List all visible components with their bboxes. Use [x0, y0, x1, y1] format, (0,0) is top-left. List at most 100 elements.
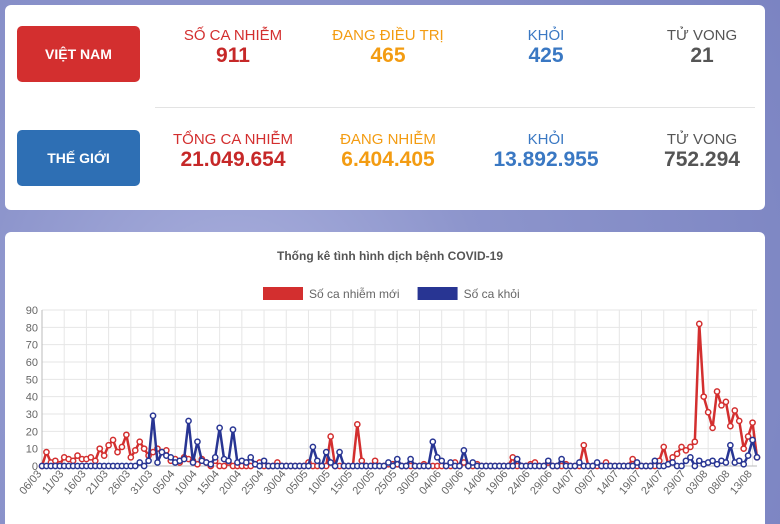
- point: [123, 431, 130, 439]
- point: [669, 459, 676, 466]
- vietnam-button[interactable]: VIỆT NAM: [17, 26, 140, 82]
- point: [735, 417, 743, 425]
- x-tick-label: 15/05: [328, 468, 355, 497]
- point: [722, 398, 730, 406]
- x-tick-label: 30/04: [262, 468, 289, 497]
- point: [540, 462, 548, 470]
- stat-value: 425: [528, 44, 564, 67]
- vietnam-row: SỐ CA NHIỄM 911 ĐANG ĐIỀU TRỊ 465 KHỎI 425 …: [5, 27, 765, 97]
- point: [576, 459, 583, 466]
- point: [682, 457, 690, 465]
- point: [580, 441, 588, 449]
- point: [713, 460, 721, 468]
- divider: [155, 107, 755, 108]
- point: [749, 419, 756, 427]
- x-tick-label: 06/03: [17, 468, 44, 497]
- x-tick-label: 08/08: [706, 468, 733, 497]
- point: [96, 445, 104, 453]
- point: [629, 455, 637, 463]
- x-tick-label: 31/03: [128, 468, 155, 497]
- point: [114, 448, 121, 456]
- x-tick-label: 13/08: [728, 468, 755, 497]
- legend-swatch: [263, 287, 303, 300]
- point: [371, 457, 379, 465]
- point: [700, 393, 708, 401]
- point: [91, 457, 99, 465]
- point: [69, 457, 77, 465]
- stat-label: KHỎI: [527, 27, 565, 44]
- point: [131, 447, 139, 454]
- x-tick-label: 19/07: [617, 468, 644, 497]
- point: [442, 462, 450, 470]
- point: [647, 462, 654, 470]
- point: [691, 438, 699, 446]
- point: [678, 462, 685, 470]
- chart: Thống kê tình hình dịch bệnh COVID-19 01…: [17, 249, 761, 497]
- point: [749, 436, 756, 444]
- point: [313, 457, 321, 465]
- x-tick-label: 03/08: [684, 468, 711, 497]
- point: [327, 433, 335, 440]
- point: [140, 462, 148, 470]
- point: [740, 445, 748, 453]
- point: [74, 452, 81, 459]
- point: [695, 320, 703, 328]
- y-tick-label: 70: [26, 340, 38, 352]
- stat-value: 21: [690, 44, 714, 67]
- point: [136, 438, 144, 446]
- point: [136, 459, 144, 466]
- point: [731, 407, 739, 414]
- stat-label: SỐ CA NHIỄM: [183, 27, 283, 44]
- point: [220, 462, 228, 470]
- point: [713, 388, 721, 395]
- x-tick-label: 25/04: [239, 468, 266, 497]
- x-tick-label: 11/03: [40, 468, 66, 496]
- point: [167, 453, 175, 461]
- stat-label: KHỎI: [527, 131, 565, 148]
- x-tick-label: 29/06: [528, 468, 555, 497]
- point: [189, 459, 197, 466]
- y-tick-label: 20: [26, 426, 38, 438]
- x-tick-label: 25/05: [373, 468, 400, 497]
- point: [704, 408, 712, 416]
- point: [305, 462, 312, 470]
- point: [513, 455, 521, 463]
- world-button[interactable]: THẾ GIỚI: [17, 130, 140, 186]
- x-tick-label: 14/07: [595, 468, 622, 497]
- point: [358, 457, 366, 465]
- point: [433, 453, 441, 461]
- point: [464, 462, 472, 470]
- point: [207, 460, 215, 468]
- x-tick-label: 21/03: [84, 468, 111, 497]
- stat-label: TỔNG CA NHIỄM: [172, 131, 293, 148]
- point: [735, 457, 743, 465]
- point: [140, 445, 148, 453]
- x-tick-label: 16/03: [62, 468, 89, 497]
- point: [651, 457, 659, 465]
- stat-value: 752.294: [664, 148, 740, 171]
- y-tick-label: 40: [26, 392, 38, 404]
- x-tick-label: 19/06: [484, 468, 511, 497]
- point: [753, 453, 761, 461]
- stat-value: 13.892.955: [493, 148, 599, 171]
- legend-swatch: [417, 287, 458, 300]
- y-tick-label: 50: [26, 374, 38, 386]
- stats-card: VIỆT NAM SỐ CA NHIỄM 911 ĐANG ĐIỀU TRỊ 465…: [5, 5, 765, 210]
- point: [154, 459, 161, 466]
- y-tick-label: 0: [32, 461, 38, 473]
- point: [544, 457, 552, 465]
- point: [407, 455, 414, 463]
- point: [229, 426, 237, 433]
- x-tick-label: 24/07: [639, 468, 666, 497]
- point: [216, 424, 223, 432]
- point: [318, 462, 326, 470]
- point: [456, 462, 463, 470]
- point: [633, 459, 641, 466]
- point: [380, 462, 388, 470]
- point: [118, 443, 126, 451]
- x-tick-label: 05/05: [284, 468, 311, 497]
- x-tick-label: 26/03: [106, 468, 133, 497]
- point: [327, 459, 335, 466]
- point: [105, 441, 112, 449]
